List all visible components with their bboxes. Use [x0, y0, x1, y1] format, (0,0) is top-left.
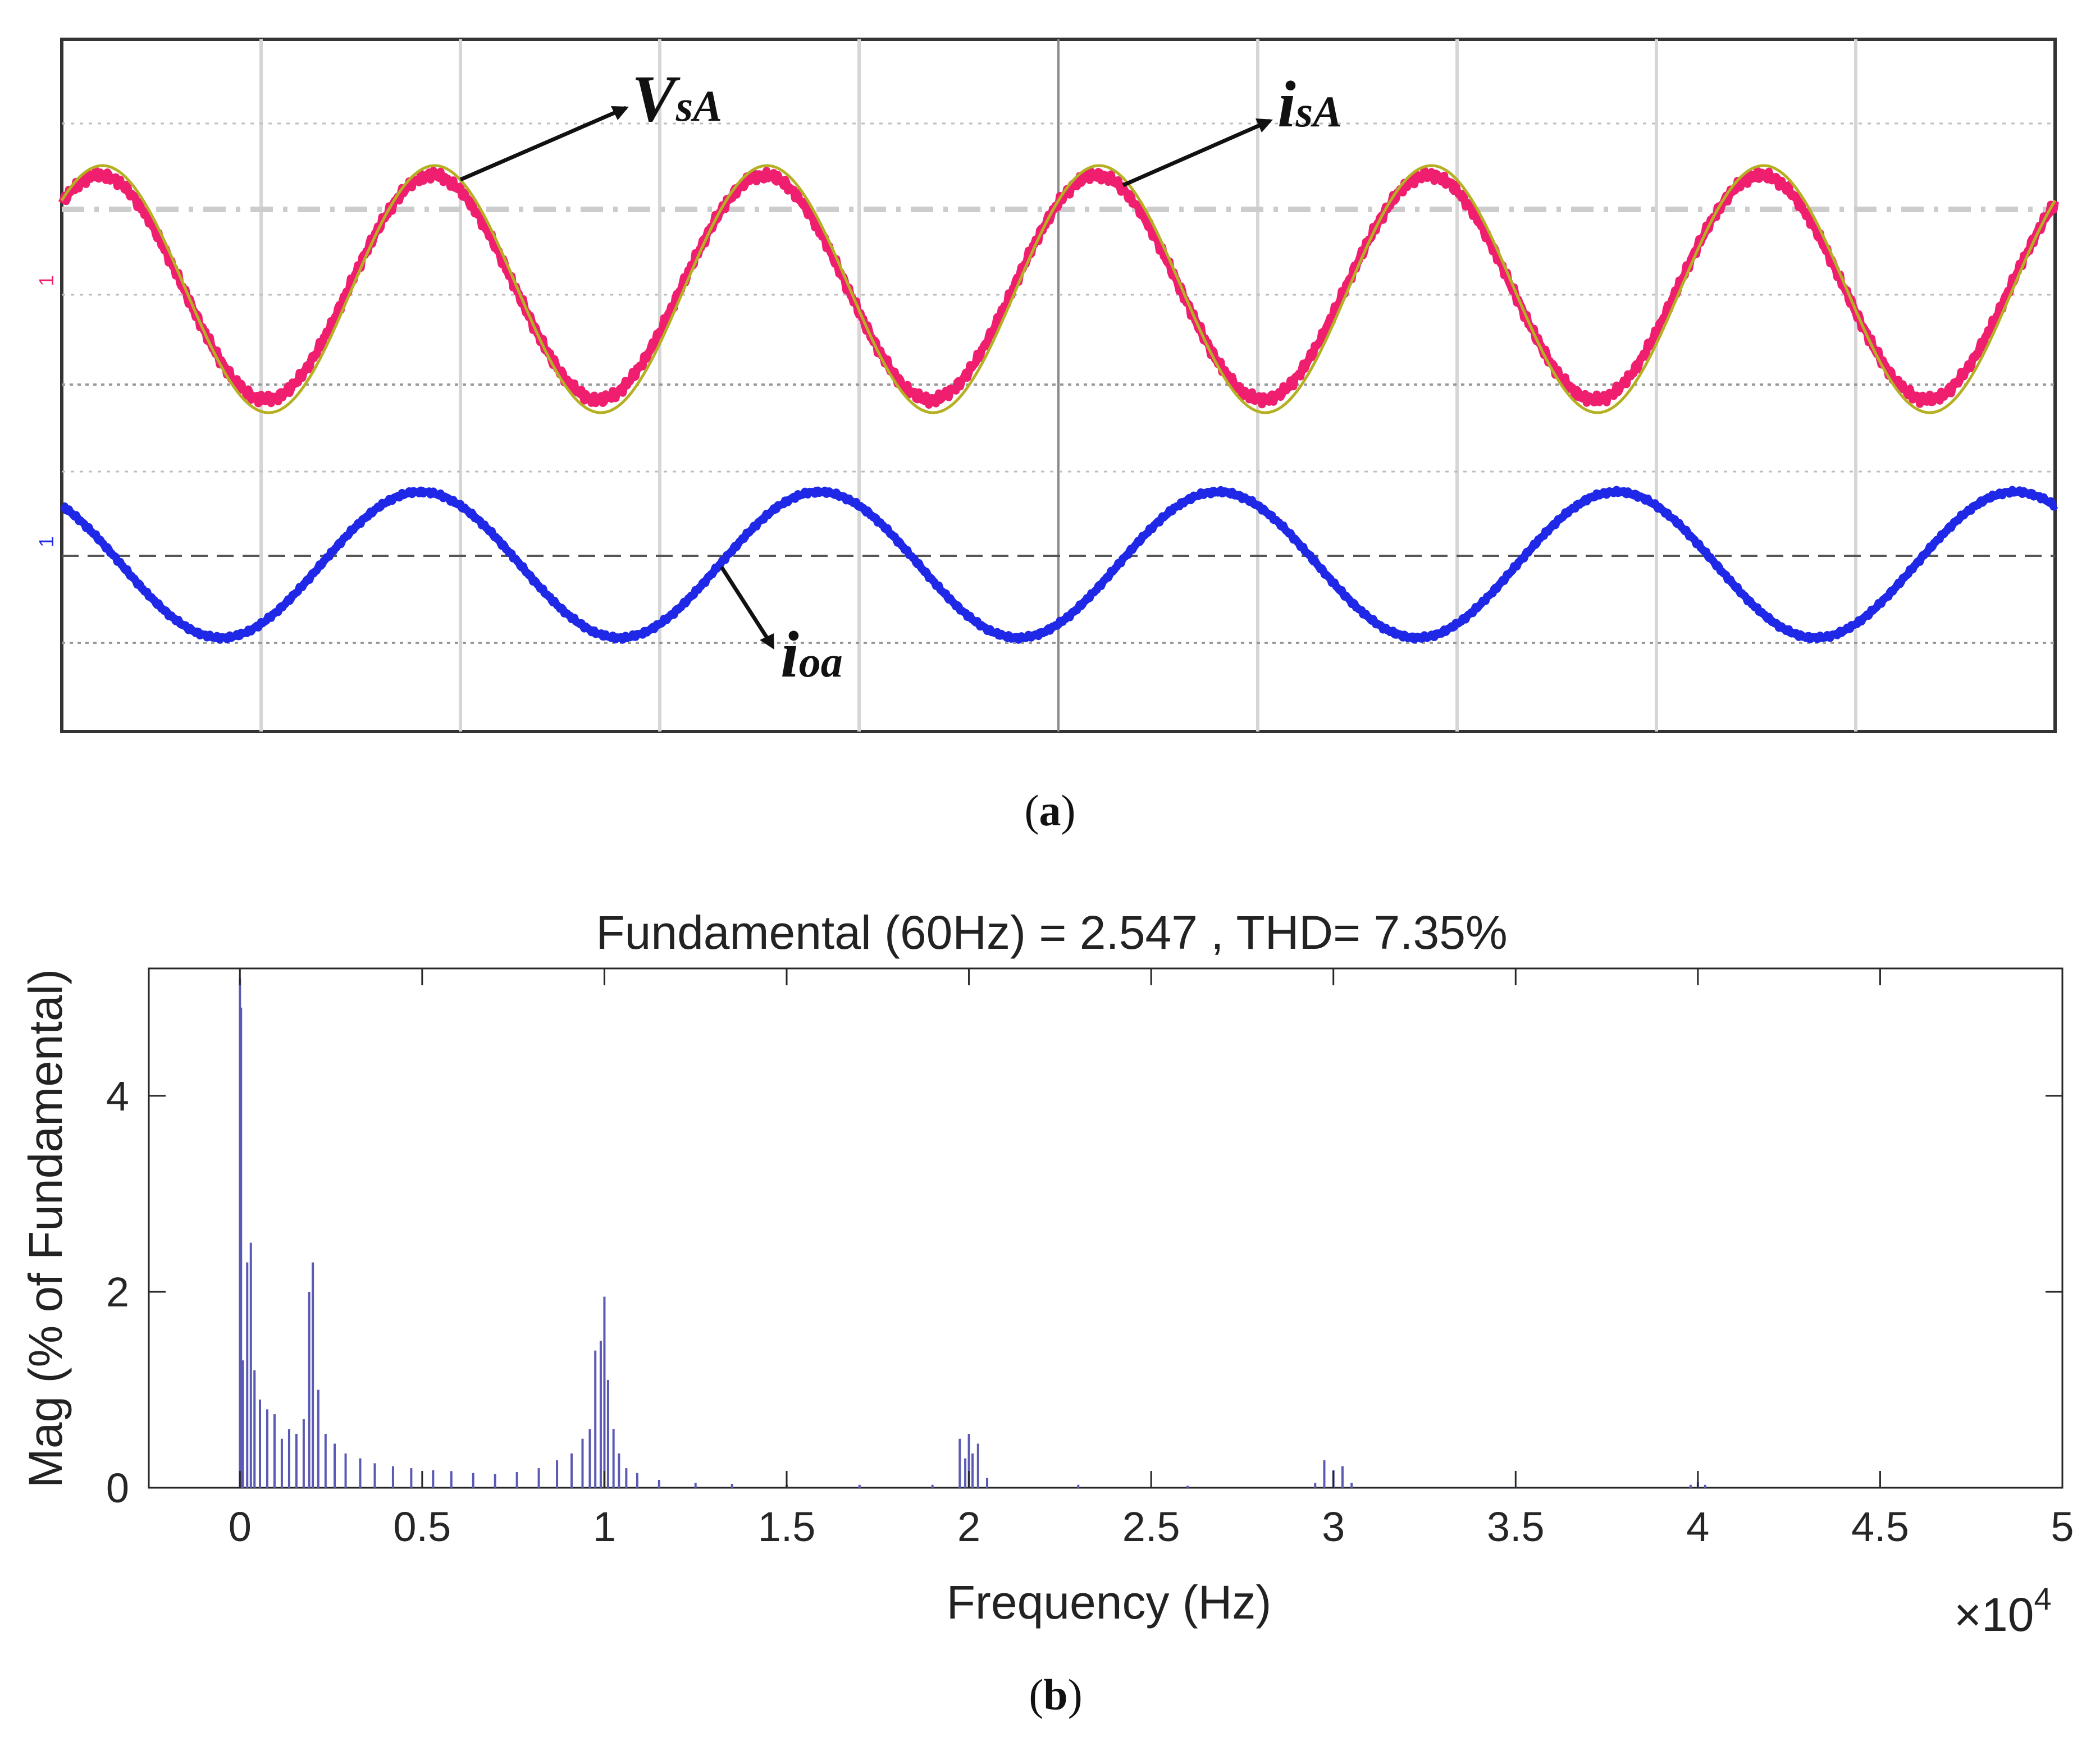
- ioa-arrow-head: [760, 633, 774, 650]
- vsa-label: VsA: [632, 62, 722, 135]
- x-tick-label: 3: [1322, 1503, 1345, 1550]
- spectrum-axes-frame: [148, 967, 2064, 1489]
- channel-marker-upper: 1: [35, 275, 58, 286]
- x-tick-label: 2: [957, 1503, 980, 1550]
- panel-b-caption: (b): [1029, 1670, 1082, 1719]
- x-tick-label: 0: [229, 1503, 252, 1550]
- x-scale-multiplier: ×104: [1954, 1581, 2052, 1641]
- ioa-arrow: [720, 566, 774, 647]
- panel-b-letter: b: [1043, 1670, 1067, 1719]
- x-tick-label: 1: [593, 1503, 616, 1550]
- ioa-label: ioa: [780, 618, 843, 691]
- spectrum-xlabel: Frequency (Hz): [947, 1576, 1272, 1629]
- vsa-label-main: V: [632, 62, 681, 135]
- ioa-label-sub: oa: [799, 637, 843, 686]
- channel-marker-lower: 1: [35, 536, 58, 547]
- y-tick-label: 4: [106, 1073, 129, 1119]
- ioa-trace: [59, 486, 2058, 644]
- x-tick-label: 0.5: [393, 1503, 451, 1550]
- scope-annotations: VsA isA ioa 1 1: [35, 62, 1342, 691]
- isa-label-sub: sA: [1295, 87, 1342, 136]
- oscilloscope-panel: VsA isA ioa 1 1 (a): [35, 38, 2059, 835]
- isa-arrow: [1122, 118, 1271, 188]
- x-scale-base: ×10: [1954, 1588, 2034, 1641]
- panel-a-letter: a: [1039, 786, 1061, 835]
- vsa-label-sub: sA: [675, 81, 722, 130]
- vsa-arrow: [459, 106, 627, 182]
- spectrum-ylabel: Mag (% of Fundamental): [19, 969, 72, 1488]
- y-tick-label: 0: [106, 1465, 129, 1511]
- ioa-label-main: i: [780, 618, 799, 691]
- spectrum-title: Fundamental (60Hz) = 2.547 , THD= 7.35%: [596, 906, 1507, 959]
- y-tick-label: 2: [106, 1269, 129, 1315]
- x-tick-label: 1.5: [758, 1503, 816, 1550]
- spectrum-bars: [239, 978, 1882, 1488]
- x-tick-label: 4.5: [1851, 1503, 1909, 1550]
- spectrum-ticks: 0 0.5 1 1.5 2 2.5 3 3.5 4 4.5 5 0 2 4: [106, 968, 2074, 1550]
- vsa-trace: [60, 164, 2057, 414]
- x-scale-exponent: 4: [2034, 1581, 2052, 1616]
- isa-arrow-head: [1256, 118, 1273, 132]
- isa-label: isA: [1277, 67, 1342, 141]
- spectrum-panel: Fundamental (60Hz) = 2.547 , THD= 7.35% …: [19, 906, 2074, 1719]
- x-tick-label: 2.5: [1122, 1503, 1180, 1550]
- x-tick-label: 3.5: [1487, 1503, 1545, 1550]
- x-tick-label: 4: [1686, 1503, 1709, 1550]
- panel-a-caption: (a): [1025, 786, 1076, 835]
- scope-traces: [58, 164, 2059, 644]
- isa-label-main: i: [1277, 67, 1296, 141]
- vsa-arrow-head: [611, 106, 629, 120]
- x-tick-label: 5: [2051, 1503, 2074, 1550]
